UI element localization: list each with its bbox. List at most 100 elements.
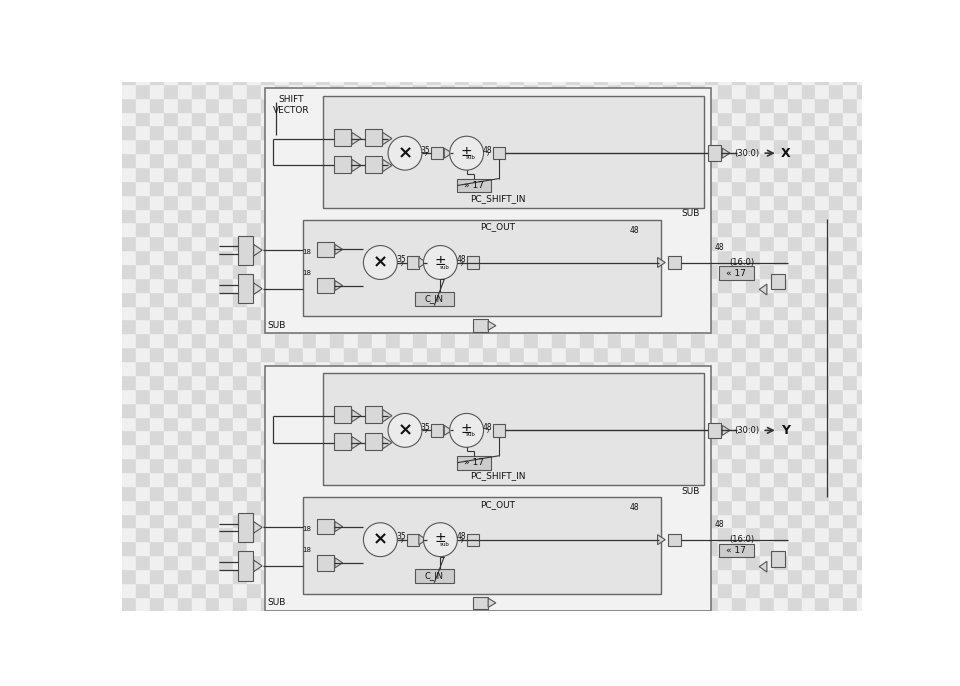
Bar: [496, 347, 511, 361]
Bar: [483, 278, 496, 292]
Bar: [565, 499, 580, 514]
Bar: [442, 278, 455, 292]
Bar: [344, 250, 358, 264]
Bar: [302, 222, 317, 236]
Bar: [238, 552, 253, 580]
Bar: [150, 306, 164, 320]
Bar: [677, 112, 690, 126]
Bar: [386, 278, 399, 292]
Bar: [289, 458, 302, 472]
Bar: [220, 167, 233, 181]
Bar: [774, 70, 787, 84]
Bar: [455, 250, 468, 264]
Bar: [760, 250, 774, 264]
Bar: [802, 486, 815, 499]
Bar: [815, 209, 829, 222]
Bar: [496, 528, 511, 541]
Text: SUB: SUB: [267, 598, 285, 607]
Bar: [330, 70, 344, 84]
Bar: [289, 583, 302, 597]
Bar: [247, 541, 261, 555]
Bar: [718, 139, 732, 153]
Bar: [511, 333, 524, 347]
Bar: [399, 430, 414, 445]
Bar: [677, 458, 690, 472]
Bar: [857, 306, 871, 320]
Bar: [330, 389, 344, 403]
Bar: [815, 472, 829, 486]
Bar: [150, 112, 164, 126]
Bar: [344, 292, 358, 306]
Bar: [829, 195, 843, 209]
Bar: [344, 528, 358, 541]
Bar: [442, 375, 455, 389]
Bar: [774, 514, 787, 528]
Bar: [663, 430, 677, 445]
Bar: [565, 528, 580, 541]
Bar: [621, 84, 636, 97]
Bar: [608, 250, 621, 264]
Bar: [302, 209, 317, 222]
Bar: [843, 416, 857, 430]
Bar: [483, 250, 496, 264]
Bar: [802, 97, 815, 112]
Bar: [233, 375, 247, 389]
Bar: [552, 195, 565, 209]
Bar: [123, 555, 136, 569]
Bar: [442, 139, 455, 153]
Bar: [608, 486, 621, 499]
Bar: [261, 209, 275, 222]
Bar: [483, 181, 496, 195]
Bar: [275, 486, 289, 499]
Bar: [372, 139, 386, 153]
Bar: [192, 278, 205, 292]
Bar: [705, 153, 718, 167]
Bar: [427, 153, 442, 167]
Bar: [718, 209, 732, 222]
Bar: [150, 181, 164, 195]
Text: SUB: SUB: [682, 209, 700, 218]
Bar: [580, 416, 593, 430]
Bar: [539, 555, 552, 569]
Bar: [178, 499, 192, 514]
Text: C_IN: C_IN: [424, 571, 444, 580]
Bar: [468, 112, 483, 126]
Polygon shape: [419, 257, 426, 268]
Bar: [496, 278, 511, 292]
Bar: [746, 112, 760, 126]
Bar: [663, 458, 677, 472]
Bar: [539, 195, 552, 209]
Bar: [372, 167, 386, 181]
Bar: [649, 389, 663, 403]
Bar: [386, 112, 399, 126]
Bar: [663, 583, 677, 597]
Bar: [636, 97, 649, 112]
Bar: [636, 541, 649, 555]
Bar: [399, 486, 414, 499]
Bar: [344, 278, 358, 292]
Bar: [483, 222, 496, 236]
Bar: [511, 458, 524, 472]
Bar: [496, 499, 511, 514]
Bar: [344, 320, 358, 333]
Bar: [136, 278, 150, 292]
Bar: [815, 112, 829, 126]
Bar: [358, 112, 372, 126]
Bar: [483, 569, 496, 583]
Bar: [399, 583, 414, 597]
Bar: [593, 569, 608, 583]
Bar: [621, 458, 636, 472]
Bar: [815, 333, 829, 347]
Bar: [205, 167, 220, 181]
Bar: [414, 389, 427, 403]
Bar: [302, 541, 317, 555]
Bar: [843, 430, 857, 445]
Bar: [496, 139, 511, 153]
Bar: [829, 347, 843, 361]
Bar: [565, 416, 580, 430]
Bar: [220, 306, 233, 320]
Bar: [330, 292, 344, 306]
Bar: [289, 541, 302, 555]
Bar: [760, 126, 774, 139]
Bar: [468, 320, 483, 333]
